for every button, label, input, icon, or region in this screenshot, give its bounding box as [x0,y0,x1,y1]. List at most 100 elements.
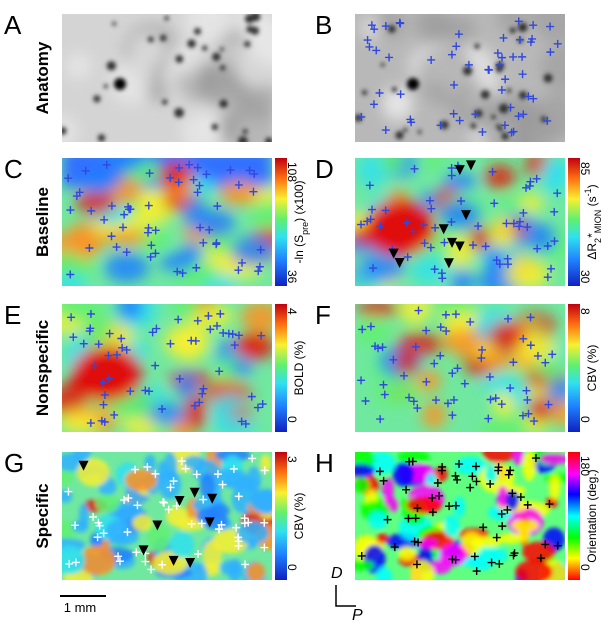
cross-marker [514,112,523,121]
row-label: Baseline [33,187,52,257]
blob [65,52,92,80]
cross-marker [460,379,469,388]
vessel [517,22,528,33]
cross-marker [491,394,500,403]
cross-marker [498,522,507,531]
orientation-axes [335,585,356,607]
blob [416,370,442,392]
cross-marker [66,206,75,215]
blob [513,334,559,362]
cross-marker [260,543,269,552]
vessel [114,78,126,90]
cross-marker [187,519,196,528]
blob [422,158,445,171]
cross-marker [519,110,528,119]
cross-marker [234,266,243,275]
vessel [387,25,396,33]
cross-marker [502,219,511,228]
blob [75,189,116,215]
cross-marker [159,498,168,507]
hot-spot [72,346,142,402]
cross-marker [147,241,156,250]
cross-marker [451,555,460,564]
cross-marker [115,557,124,566]
blob [399,304,431,326]
panel-letter: E [4,300,21,330]
blob [490,216,516,251]
cross-marker [430,265,439,274]
vessel [97,134,106,142]
cross-marker [410,164,419,173]
cross-marker [550,237,559,246]
blob [392,462,415,487]
cross-marker [414,538,423,547]
cross-marker [532,174,541,183]
cross-marker [206,325,215,334]
texture [62,158,272,286]
blob [498,533,524,544]
cross-marker [212,240,221,249]
scale-bar-label: 1 mm [64,600,97,615]
blob [62,489,73,503]
cross-marker [495,61,504,70]
cross-marker [361,397,370,406]
texture [355,452,565,580]
blob [184,14,233,45]
blob [129,33,165,68]
row-label: Nonspecific [33,320,52,416]
blob [518,520,531,543]
cross-marker [100,390,109,399]
cross-marker [215,524,224,533]
cross-marker [143,462,152,471]
cross-marker [204,311,213,320]
cross-marker [65,559,74,568]
cross-marker [407,118,416,127]
blob [73,452,91,463]
label-part: -1 [583,188,593,196]
cross-marker [419,221,428,230]
cross-marker [254,267,263,276]
vessel [403,127,408,133]
cross-marker [166,483,175,492]
cross-marker [85,244,94,253]
cross-marker [66,270,75,279]
image [355,14,565,142]
blob [199,473,215,500]
cross-marker [533,244,542,253]
cross-marker [518,70,527,79]
blob [105,229,148,247]
cross-marker [422,377,431,386]
cross-marker [385,53,394,62]
cross-marker [199,495,208,504]
vessel [518,91,528,100]
blob [455,456,487,475]
blob [519,193,544,213]
blob [522,541,556,563]
cross-marker [405,393,414,402]
arrowhead [443,258,454,269]
cross-marker [500,121,509,130]
blob [207,504,230,518]
cross-marker [189,175,198,184]
vessel [211,123,219,131]
cross-marker [438,462,447,471]
blob [132,514,152,532]
cross-marker [472,462,481,471]
blob [529,223,557,252]
colorbar-min: 36 [285,270,299,284]
colorbar-label: CBV (%) [292,493,306,540]
blob [83,311,112,348]
cross-marker [376,222,385,231]
cross-marker [97,416,106,425]
label-part: ) (x100) [292,180,306,221]
cross-marker [529,94,538,103]
cross-marker [381,206,390,215]
cross-marker [428,508,437,517]
blob [540,452,565,465]
blob [62,545,86,575]
blob [181,112,222,142]
cross-marker [515,35,524,44]
cross-marker [492,533,501,542]
image-panel: C 108 36 -ln (Spre) (x100) [4,154,310,286]
